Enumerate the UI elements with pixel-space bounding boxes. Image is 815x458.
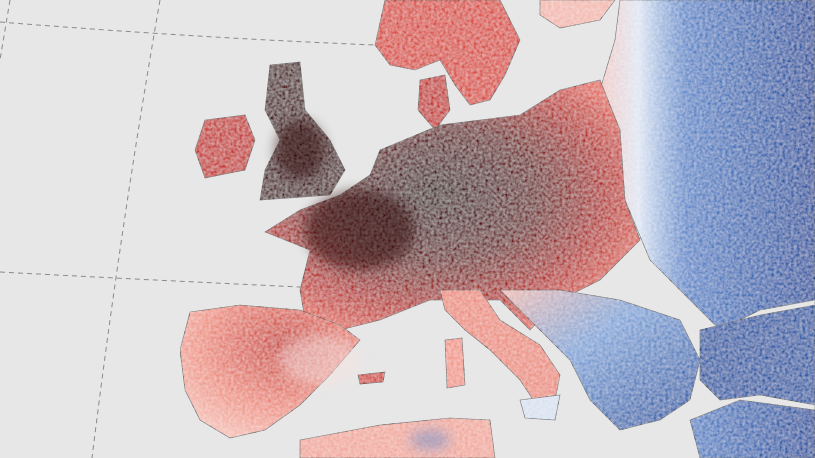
sicily bbox=[519, 394, 561, 421]
graticule-line bbox=[91, 0, 161, 458]
land bbox=[179, 0, 815, 458]
hot-core bbox=[305, 190, 415, 270]
finland bbox=[539, 0, 616, 29]
denmark bbox=[417, 74, 451, 131]
graticule-line bbox=[0, 271, 301, 288]
cool-spain bbox=[280, 335, 360, 385]
graticule-line bbox=[0, 0, 11, 61]
sardinia bbox=[444, 337, 466, 389]
scandinavia bbox=[374, 0, 521, 106]
graticule bbox=[0, 0, 376, 458]
balearic-islands bbox=[357, 371, 386, 385]
anatolia bbox=[699, 304, 815, 406]
ireland bbox=[194, 114, 256, 179]
north-africa bbox=[299, 417, 496, 458]
balkans bbox=[499, 289, 701, 431]
hot-spots bbox=[275, 120, 450, 450]
graticule-line bbox=[0, 21, 376, 46]
hot-britain bbox=[275, 120, 325, 180]
cool-algeria bbox=[410, 430, 450, 450]
